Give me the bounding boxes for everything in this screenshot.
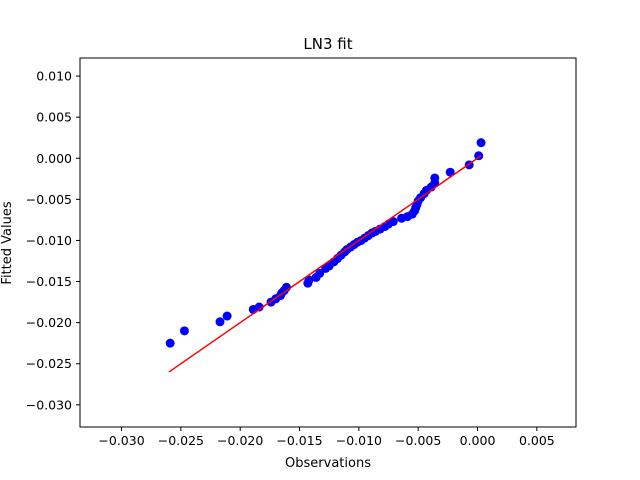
y-tick-label: −0.020 bbox=[26, 315, 72, 330]
x-tick-label: 0.000 bbox=[460, 433, 496, 448]
y-tick-label: 0.005 bbox=[36, 110, 72, 125]
x-tick-label: −0.025 bbox=[158, 433, 204, 448]
y-tick-label: −0.005 bbox=[26, 192, 72, 207]
scatter-point bbox=[476, 138, 486, 148]
x-tick-label: −0.020 bbox=[217, 433, 263, 448]
scatter-point bbox=[474, 151, 484, 161]
y-axis: −0.030 −0.025 −0.020 −0.015 −0.010 −0.005 0.00… bbox=[26, 69, 80, 412]
scatter-point bbox=[304, 275, 314, 285]
scatter-point bbox=[215, 317, 225, 327]
chart-title: LN3 fit bbox=[303, 35, 352, 53]
y-tick-label: −0.015 bbox=[26, 274, 72, 289]
x-axis: −0.030 −0.025 −0.020 −0.015 −0.010 −0.005 0.00… bbox=[98, 427, 555, 448]
y-tick-label: −0.030 bbox=[26, 397, 72, 412]
scatter-point bbox=[445, 167, 455, 177]
x-tick-label: −0.010 bbox=[336, 433, 382, 448]
y-tick-label: 0.000 bbox=[36, 151, 72, 166]
scatter-point bbox=[179, 326, 189, 336]
scatter-point bbox=[254, 302, 264, 312]
fit-line bbox=[168, 155, 482, 373]
x-axis-label: Observations bbox=[285, 456, 371, 471]
scatter-point bbox=[315, 268, 325, 278]
scatter-point bbox=[430, 173, 440, 183]
axes-frame bbox=[79, 57, 577, 428]
x-tick-label: −0.015 bbox=[276, 433, 322, 448]
y-tick-label: 0.010 bbox=[36, 69, 72, 84]
y-tick-label: −0.010 bbox=[26, 233, 72, 248]
scatter-point bbox=[222, 311, 232, 321]
x-tick-label: 0.005 bbox=[519, 433, 555, 448]
y-tick-label: −0.025 bbox=[26, 356, 72, 371]
plot-area bbox=[165, 138, 486, 373]
x-tick-label: −0.030 bbox=[98, 433, 144, 448]
scatter-point bbox=[388, 217, 398, 227]
y-axis-label: Fitted Values bbox=[0, 201, 15, 284]
scatter-point bbox=[165, 338, 175, 348]
x-tick-label: −0.005 bbox=[395, 433, 441, 448]
